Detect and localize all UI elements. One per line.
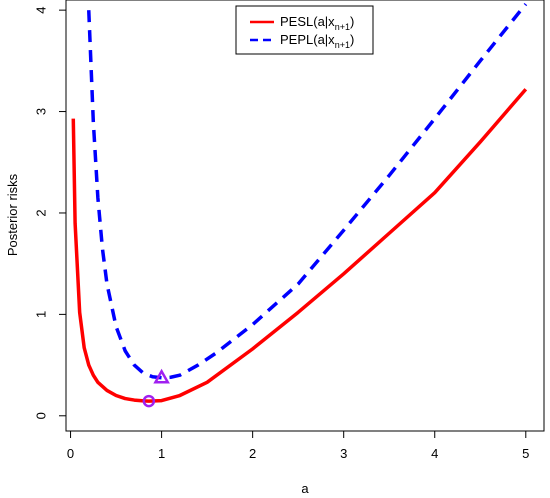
y-tick-label: 4 [33,7,48,14]
legend-label-pesl: PESL(a|xn+1) [280,14,354,32]
legend-label-pepl: PEPL(a|xn+1) [280,32,354,50]
y-tick-label: 3 [33,108,48,115]
legend-label-pepl-close: ) [350,32,354,47]
x-tick-label: 3 [340,446,347,461]
legend-label-pesl-sub: n+1 [335,22,350,32]
legend-box [235,5,374,55]
series-line-pesl [71,88,528,403]
minimum-marker-pesl [142,394,156,408]
x-axis: 0 1 2 3 4 5 [67,430,529,461]
legend-label-pepl-main: PEPL(a|x [280,32,335,47]
x-tick-label: 2 [249,446,256,461]
y-tick-label: 1 [33,311,48,318]
series-line-pepl [87,2,528,380]
legend-label-pesl-close: ) [350,14,354,29]
x-axis-label: a [301,481,309,496]
series-layer [71,2,528,403]
marker-layer [142,368,170,408]
x-tick-label: 5 [522,446,529,461]
y-tick-label: 0 [33,412,48,419]
legend-label-pepl-sub: n+1 [335,40,350,50]
y-axis: 0 1 2 3 4 [33,7,67,419]
y-tick-label: 2 [33,209,48,216]
minimum-marker-pepl [153,368,170,384]
x-tick-label: 1 [158,446,165,461]
legend-label-pesl-main: PESL(a|x [280,14,335,29]
legend: PESL(a|xn+1) PEPL(a|xn+1) [235,5,374,55]
x-tick-label: 4 [431,446,438,461]
x-tick-label: 0 [67,446,74,461]
y-axis-label: Posterior risks [5,173,20,256]
